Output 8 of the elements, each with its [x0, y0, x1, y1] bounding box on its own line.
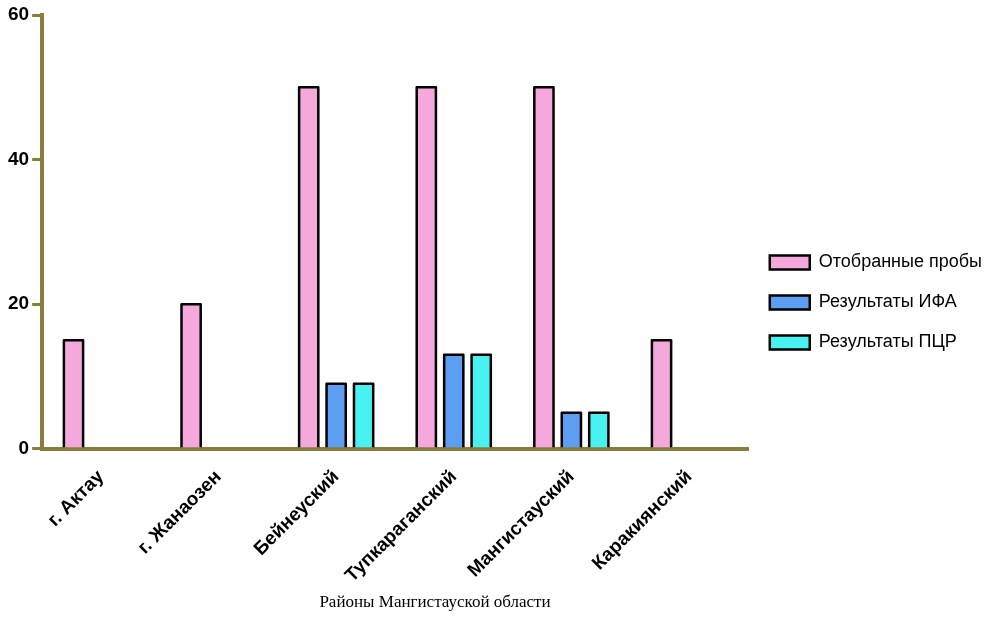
legend-label: Результаты ИФА: [818, 291, 957, 312]
y-tick-label: 0: [18, 437, 30, 459]
y-tick-label: 60: [7, 3, 30, 25]
x-axis-title: Районы Мангистауской области: [318, 592, 552, 612]
y-tick-label: 40: [7, 147, 30, 169]
legend-label: Результаты ПЦР: [818, 331, 957, 352]
y-tick-label: 20: [7, 292, 30, 314]
legend-label: Отобранные пробы: [818, 251, 982, 272]
